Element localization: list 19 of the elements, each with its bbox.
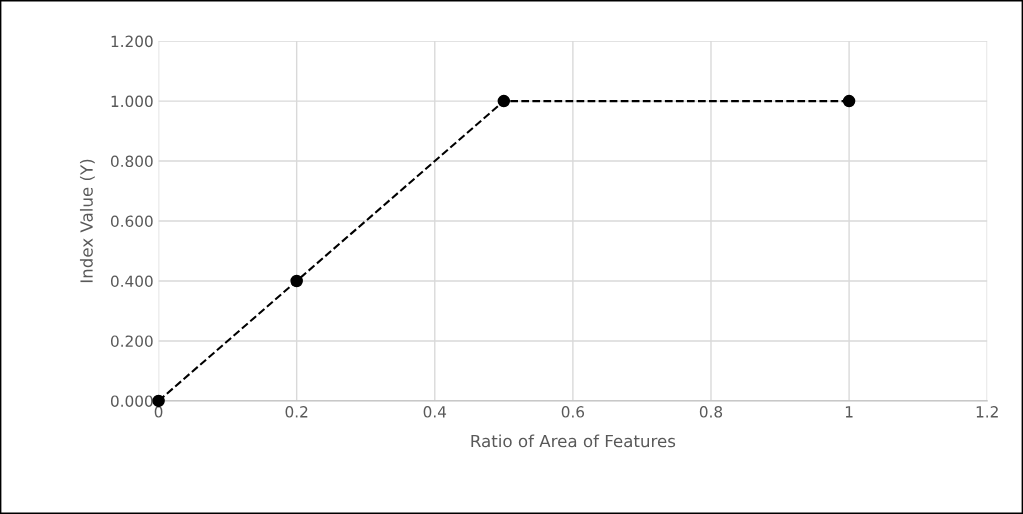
- y-tick-label: 0.000: [110, 395, 153, 407]
- x-tick-label: 0.8: [699, 406, 723, 418]
- y-tick-label: 1.200: [111, 35, 153, 48]
- x-tick-label: 0: [154, 406, 163, 418]
- x-tick-label: 0.2: [285, 406, 308, 418]
- x-tick-label: 0.6: [561, 406, 585, 418]
- point: [290, 274, 303, 288]
- x-tick-label: 1: [845, 406, 853, 418]
- point: [497, 94, 511, 108]
- y-tick-label: 1.000: [111, 95, 153, 108]
- x-axis-title: Ratio of Area of Features: [471, 434, 676, 448]
- point: [842, 94, 856, 108]
- y-tick-label: 0.400: [110, 275, 153, 288]
- y-tick-label: 0.600: [110, 215, 153, 228]
- x-tick-label: 0.4: [423, 406, 447, 418]
- y-tick-label: 0.200: [110, 335, 153, 347]
- x-tick-label: 1.2: [976, 406, 998, 418]
- y-tick-label: 0.800: [110, 155, 153, 168]
- y-axis-title: Index Value (Y): [79, 159, 95, 283]
